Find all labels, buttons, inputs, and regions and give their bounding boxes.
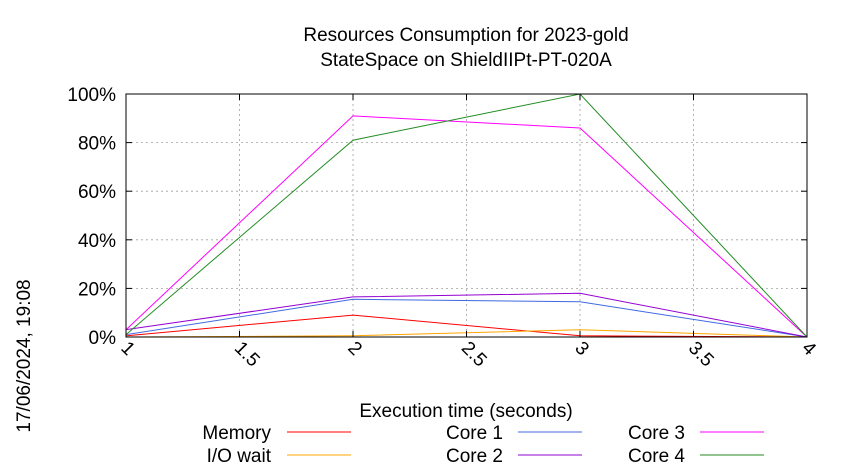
y-tick-label: 40% (78, 231, 116, 252)
y-tick-label: 0% (89, 328, 117, 349)
x-tick-labels: 1 1.5 2 2.5 3 3.5 4 (116, 338, 820, 372)
x-tick-label: 2.5 (457, 338, 491, 372)
x-tick-label: 1 (116, 338, 138, 360)
series-line-core-1 (125, 298, 808, 338)
axis-ticks (125, 93, 808, 338)
x-tick-label: 3.5 (684, 338, 718, 372)
y-tick-label: 20% (78, 279, 116, 300)
timestamp: 17/06/2024, 19:08 (14, 279, 35, 432)
legend-label-core-4: Core 4 (628, 446, 685, 467)
x-tick-label: 1.5 (230, 338, 264, 372)
y-tick-labels: 0% 20% 40% 60% 80% 100% (67, 85, 116, 349)
series-line-core-2 (125, 292, 808, 338)
legend-label-core-1: Core 1 (446, 423, 503, 444)
x-tick-label: 2 (343, 338, 365, 360)
chart-title-line-1: Resources Consumption for 2023-gold (303, 25, 628, 46)
chart-title-line-2: StateSpace on ShieldIIPt-PT-020A (320, 50, 612, 71)
legend-label-core-3: Core 3 (628, 423, 685, 444)
y-tick-label: 80% (78, 134, 116, 155)
y-tick-label: 60% (78, 182, 116, 203)
x-axis-label: Execution time (seconds) (359, 401, 572, 422)
y-tick-label: 100% (67, 85, 116, 106)
x-tick-label: 4 (797, 338, 820, 361)
series-line-core-3 (125, 115, 808, 338)
series-line-core-4 (125, 93, 808, 338)
legend-label-core-2: Core 2 (446, 446, 503, 467)
x-tick-label: 3 (570, 338, 592, 360)
legend-label-i-o-wait: I/O wait (207, 446, 272, 467)
legend-label-memory: Memory (202, 423, 271, 444)
